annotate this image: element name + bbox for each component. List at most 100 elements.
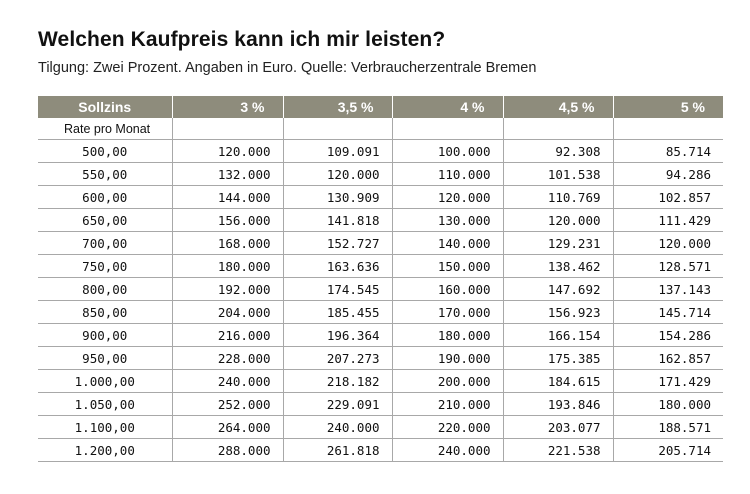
purchase-price-cell: 188.571 [612,415,723,439]
purchase-price-cell: 110.769 [502,185,613,209]
purchase-price-cell: 120.000 [282,162,392,186]
purchase-price-cell: 220.000 [391,415,503,439]
purchase-price-cell: 160.000 [391,277,503,301]
purchase-price-cell: 203.077 [502,415,613,439]
table-row: 600,00 144.000 130.909 120.000 110.769 102.85… [38,185,723,209]
table-cell [391,118,503,140]
table-row: 1.000,00 240.000 218.182 200.000 184.615 171.… [38,369,723,393]
purchase-price-cell: 210.000 [391,392,503,416]
purchase-price-cell: 180.000 [171,254,283,278]
page-title: Welchen Kaufpreis kann ich mir leisten? [38,28,446,51]
purchase-price-cell: 261.818 [282,438,392,462]
purchase-price-cell: 252.000 [171,392,283,416]
purchase-price-cell: 156.000 [171,208,283,232]
monthly-rate-cell: 500,00 [38,139,172,163]
purchase-price-cell: 192.000 [171,277,283,301]
purchase-price-cell: 163.636 [282,254,392,278]
monthly-rate-cell: 1.200,00 [38,438,172,462]
purchase-price-cell: 130.000 [391,208,503,232]
table-header-row: Sollzins 3 % 3,5 % 4 % 4,5 % 5 % [38,96,723,118]
monthly-rate-cell: 1.000,00 [38,369,172,393]
purchase-price-cell: 162.857 [612,346,723,370]
purchase-price-cell: 140.000 [391,231,503,255]
table-cell [612,118,723,140]
table-row: 800,00 192.000 174.545 160.000 147.692 137.14… [38,277,723,301]
price-table: Sollzins 3 % 3,5 % 4 % 4,5 % 5 % Rate pr… [38,96,723,462]
purchase-price-cell: 141.818 [282,208,392,232]
monthly-rate-cell: 700,00 [38,231,172,255]
purchase-price-cell: 190.000 [391,346,503,370]
monthly-rate-cell: 650,00 [38,208,172,232]
purchase-price-cell: 130.909 [282,185,392,209]
purchase-price-cell: 168.000 [171,231,283,255]
table-row: 1.100,00 264.000 240.000 220.000 203.077 188.… [38,415,723,439]
row-header-label: Rate pro Monat [38,118,172,140]
purchase-price-cell: 129.231 [502,231,613,255]
monthly-rate-cell: 600,00 [38,185,172,209]
purchase-price-cell: 184.615 [502,369,613,393]
purchase-price-cell: 109.091 [282,139,392,163]
column-header: Sollzins [38,96,172,118]
monthly-rate-cell: 800,00 [38,277,172,301]
purchase-price-cell: 185.455 [282,300,392,324]
purchase-price-cell: 120.000 [171,139,283,163]
purchase-price-cell: 110.000 [391,162,503,186]
table-row: 950,00 228.000 207.273 190.000 175.385 162.85… [38,346,723,370]
purchase-price-cell: 120.000 [502,208,613,232]
purchase-price-cell: 200.000 [391,369,503,393]
purchase-price-cell: 85.714 [612,139,723,163]
purchase-price-cell: 132.000 [171,162,283,186]
purchase-price-cell: 156.923 [502,300,613,324]
purchase-price-cell: 240.000 [282,415,392,439]
table-row: 500,00 120.000 109.091 100.000 92.308 85.714 [38,139,723,163]
purchase-price-cell: 288.000 [171,438,283,462]
monthly-rate-cell: 550,00 [38,162,172,186]
monthly-rate-cell: 1.100,00 [38,415,172,439]
monthly-rate-cell: 1.050,00 [38,392,172,416]
purchase-price-cell: 128.571 [612,254,723,278]
purchase-price-cell: 240.000 [171,369,283,393]
purchase-price-cell: 204.000 [171,300,283,324]
purchase-price-cell: 101.538 [502,162,613,186]
purchase-price-cell: 100.000 [391,139,503,163]
purchase-price-cell: 180.000 [391,323,503,347]
purchase-price-cell: 92.308 [502,139,613,163]
table-row: 1.050,00 252.000 229.091 210.000 193.846 180.… [38,392,723,416]
purchase-price-cell: 229.091 [282,392,392,416]
purchase-price-cell: 145.714 [612,300,723,324]
purchase-price-cell: 138.462 [502,254,613,278]
column-header: 4,5 % [502,96,613,118]
purchase-price-cell: 154.286 [612,323,723,347]
table-row: 850,00 204.000 185.455 170.000 156.923 145.71… [38,300,723,324]
monthly-rate-cell: 750,00 [38,254,172,278]
purchase-price-cell: 193.846 [502,392,613,416]
purchase-price-cell: 175.385 [502,346,613,370]
purchase-price-cell: 196.364 [282,323,392,347]
purchase-price-cell: 205.714 [612,438,723,462]
column-header: 3 % [171,96,283,118]
purchase-price-cell: 170.000 [391,300,503,324]
purchase-price-cell: 152.727 [282,231,392,255]
table-row: 700,00 168.000 152.727 140.000 129.231 120.00… [38,231,723,255]
purchase-price-cell: 216.000 [171,323,283,347]
purchase-price-cell: 264.000 [171,415,283,439]
purchase-price-cell: 120.000 [612,231,723,255]
column-header: 4 % [391,96,503,118]
table-cell [171,118,283,140]
column-header: 5 % [612,96,723,118]
table-cell [282,118,392,140]
monthly-rate-cell: 900,00 [38,323,172,347]
purchase-price-cell: 228.000 [171,346,283,370]
monthly-rate-cell: 950,00 [38,346,172,370]
page-subtitle: Tilgung: Zwei Prozent. Angaben in Euro. … [38,60,537,76]
table-cell [502,118,613,140]
table-row: 900,00 216.000 196.364 180.000 166.154 154.28… [38,323,723,347]
purchase-price-cell: 111.429 [612,208,723,232]
purchase-price-cell: 150.000 [391,254,503,278]
purchase-price-cell: 102.857 [612,185,723,209]
purchase-price-cell: 240.000 [391,438,503,462]
purchase-price-cell: 147.692 [502,277,613,301]
table-row: 650,00 156.000 141.818 130.000 120.000 111.42… [38,208,723,232]
column-header: 3,5 % [282,96,392,118]
table-row: 1.200,00 288.000 261.818 240.000 221.538 205.… [38,438,723,462]
